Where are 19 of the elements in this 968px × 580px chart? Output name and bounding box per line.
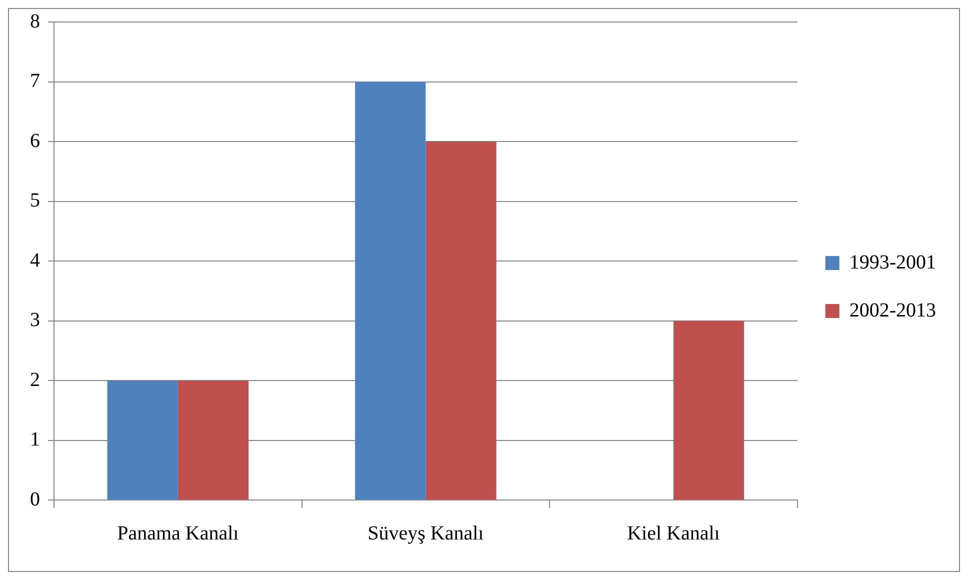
x-tick-label: Kiel Kanalı — [627, 522, 720, 544]
x-tick-label: Panama Kanalı — [117, 522, 240, 544]
y-tick-label: 5 — [30, 190, 40, 212]
x-tick-label: Süveyş Kanalı — [368, 522, 484, 544]
bar — [355, 82, 426, 500]
legend-label: 2002-2013 — [849, 299, 936, 322]
y-tick-label: 0 — [30, 488, 40, 510]
bar — [107, 380, 178, 500]
y-tick-label: 2 — [30, 368, 40, 391]
bar — [673, 320, 744, 500]
y-tick-label: 6 — [30, 130, 40, 152]
bar — [426, 142, 496, 500]
y-tick-label: 3 — [30, 309, 40, 331]
bar — [178, 380, 249, 500]
y-tick-label: 7 — [30, 70, 40, 92]
y-tick-label: 4 — [30, 249, 40, 272]
y-tick-label: 1 — [30, 428, 40, 450]
legend-label: 1993-2001 — [849, 251, 936, 274]
y-tick-label: 8 — [30, 10, 40, 32]
